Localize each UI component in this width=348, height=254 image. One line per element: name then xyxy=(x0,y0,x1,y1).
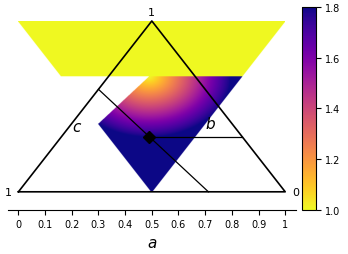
X-axis label: $a$: $a$ xyxy=(147,235,157,250)
Text: 1: 1 xyxy=(5,187,12,197)
Text: $b$: $b$ xyxy=(205,115,216,131)
Text: 1: 1 xyxy=(148,8,155,18)
Text: 0: 0 xyxy=(292,187,299,197)
Text: $c$: $c$ xyxy=(72,120,82,135)
